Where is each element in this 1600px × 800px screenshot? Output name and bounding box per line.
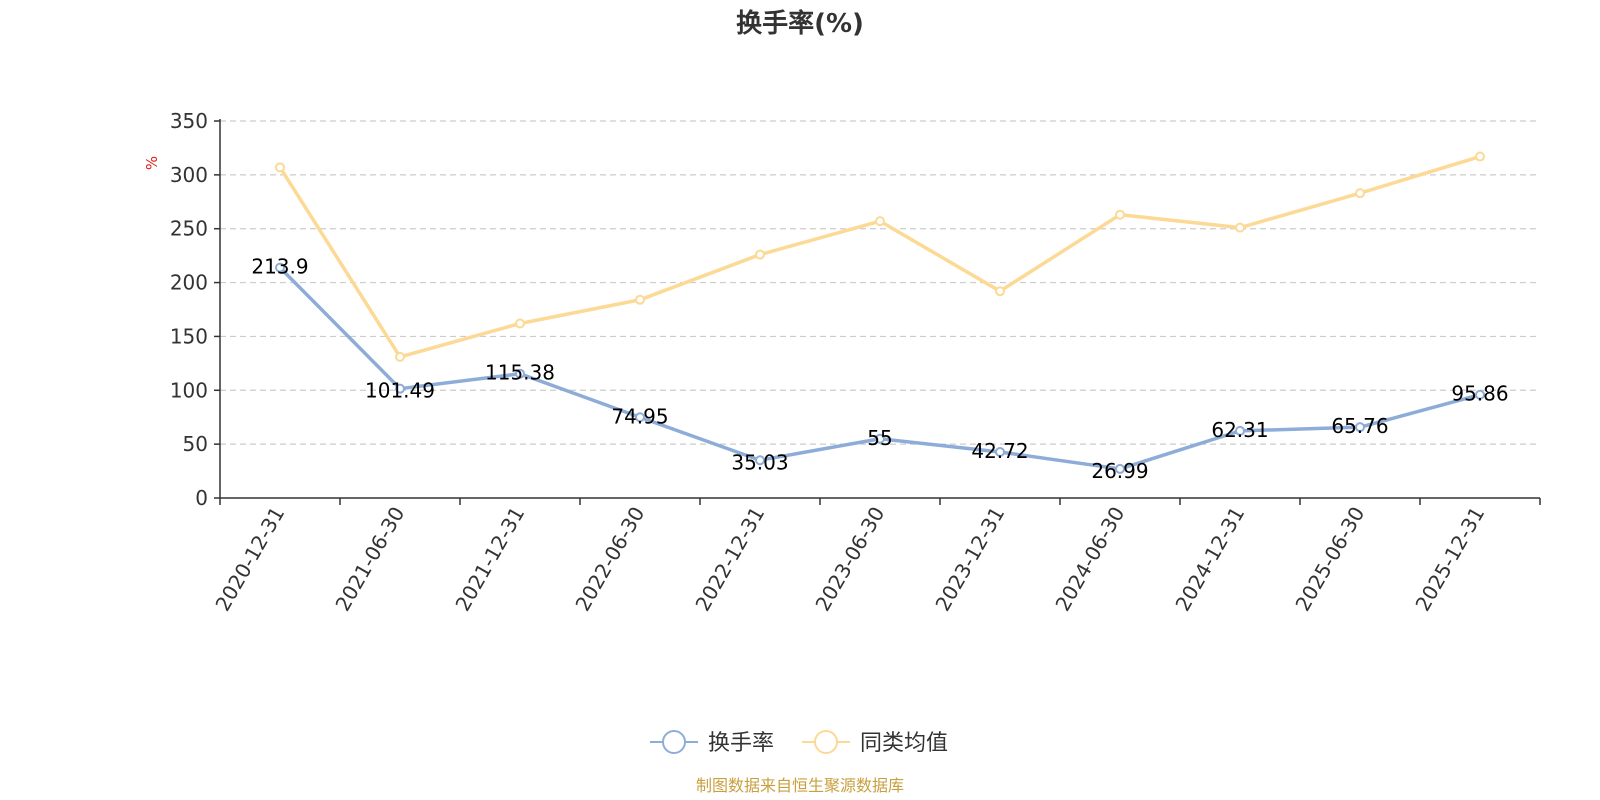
data-source-note: 制图数据来自恒生聚源数据库	[696, 776, 904, 795]
data-point[interactable]	[635, 412, 645, 423]
data-point[interactable]	[755, 455, 765, 466]
data-label: 55	[867, 426, 892, 450]
x-tick-label: 2025-12-31	[1410, 503, 1489, 616]
data-point[interactable]	[1115, 463, 1125, 474]
data-label: 62.31	[1211, 418, 1268, 442]
data-labels: 213.9 101.49 115.38 74.95 35.03 55 42.72 26.99 6…	[251, 255, 1508, 483]
data-point[interactable]	[1355, 422, 1365, 433]
y-tick-label: 250	[170, 217, 208, 241]
data-point[interactable]	[395, 351, 405, 362]
data-point[interactable]	[875, 216, 885, 227]
legend-swatch-marker	[662, 730, 686, 754]
data-point[interactable]	[755, 249, 765, 260]
data-point[interactable]	[275, 262, 285, 273]
legend-label[interactable]: 同类均值	[860, 731, 948, 756]
data-point[interactable]	[635, 294, 645, 305]
data-point[interactable]	[1115, 209, 1125, 220]
x-tick-label: 2021-06-30	[330, 503, 409, 616]
x-tick-label: 2023-12-31	[930, 503, 1009, 616]
data-point[interactable]	[1235, 222, 1245, 233]
legend-label[interactable]: 换手率	[708, 731, 774, 756]
x-tick-label: 2020-12-31	[210, 503, 289, 616]
y-tick-label: 300	[170, 163, 208, 187]
grid-lines	[220, 120, 1540, 445]
data-point[interactable]	[995, 446, 1005, 457]
y-tick-label: 350	[170, 109, 208, 133]
data-label: 115.38	[485, 361, 555, 385]
data-point[interactable]	[1235, 425, 1245, 436]
x-tick-label: 2022-06-30	[570, 503, 649, 616]
x-tick-label: 2024-12-31	[1170, 503, 1249, 616]
data-label: 35.03	[731, 450, 788, 474]
data-label: 42.72	[971, 439, 1028, 463]
x-tick-label: 2021-12-31	[450, 503, 529, 616]
x-tick-label: 2022-12-31	[690, 503, 769, 616]
y-tick-label: 0	[195, 486, 208, 510]
y-tick-label: 200	[170, 271, 208, 295]
legend-swatch-marker	[814, 730, 838, 754]
y-tick-label: 100	[170, 378, 208, 402]
data-point[interactable]	[995, 286, 1005, 297]
y-tick-label: 150	[170, 324, 208, 348]
legend[interactable]: 换手率 同类均值	[650, 730, 948, 756]
data-label: 65.76	[1331, 414, 1388, 438]
y-axis-unit-label: %	[143, 156, 161, 170]
data-label: 26.99	[1091, 459, 1148, 483]
data-point[interactable]	[875, 433, 885, 444]
series-line-1	[278, 154, 1481, 359]
data-label: 213.9	[251, 255, 308, 279]
data-label: 101.49	[365, 379, 435, 403]
data-point[interactable]	[395, 383, 405, 394]
chart-title: 换手率(%)	[736, 8, 864, 39]
series-lines	[275, 151, 1485, 474]
x-tick-label: 2024-06-30	[1050, 503, 1129, 616]
data-label: 74.95	[611, 404, 668, 428]
data-point[interactable]	[275, 162, 285, 173]
data-point[interactable]	[515, 318, 525, 329]
y-tick-label: 50	[183, 432, 208, 456]
x-tick-label: 2023-06-30	[810, 503, 889, 616]
x-tick-label: 2025-06-30	[1290, 503, 1369, 616]
data-point[interactable]	[1475, 151, 1485, 162]
data-label: 95.86	[1451, 382, 1508, 406]
data-point[interactable]	[515, 368, 525, 379]
data-point[interactable]	[1355, 188, 1365, 199]
data-point[interactable]	[1475, 389, 1485, 400]
